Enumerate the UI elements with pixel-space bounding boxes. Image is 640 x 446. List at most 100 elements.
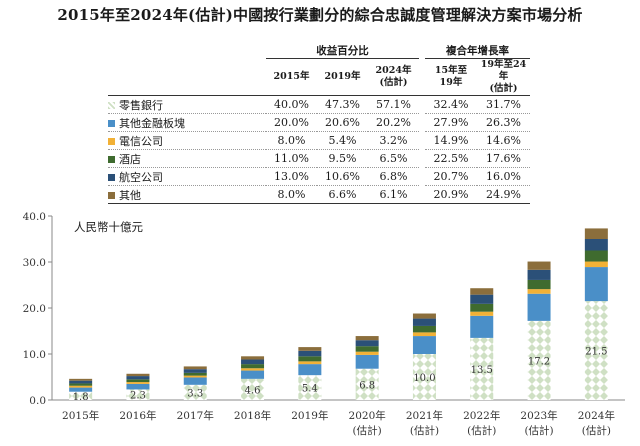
table-row-retail-banking: 零售銀行 40.0% 47.3% 57.1% 32.4% 31.7% <box>108 95 530 114</box>
bar-segment-others <box>527 261 551 270</box>
row-label-text: 電信公司 <box>119 134 163 148</box>
legend-swatch-others <box>108 191 115 199</box>
bar-segment-retail-banking <box>412 354 436 400</box>
table-cell: 13.0% <box>266 167 317 186</box>
bar-segment-other-financial <box>584 267 608 302</box>
row-label-text: 酒店 <box>119 152 141 166</box>
table-cell: 20.0% <box>266 113 317 132</box>
x-tick-label: 2024年 <box>578 409 615 422</box>
table-cell: 47.3% <box>317 95 368 114</box>
x-tick-label: 2019年 <box>291 409 328 422</box>
table-row-airline: 航空公司 13.0% 10.6% 6.8% 20.7% 16.0% <box>108 167 530 186</box>
bar-segment-others <box>412 313 436 319</box>
bar-segment-others <box>355 336 379 341</box>
bar-segment-others <box>241 356 265 360</box>
group-header-cagr: 複合年增長率 <box>425 42 530 59</box>
table-cell: 17.6% <box>477 149 530 168</box>
row-label: 其他 <box>108 185 266 204</box>
table-row-hotel: 酒店 11.0% 9.5% 6.5% 22.5% 17.6% <box>108 149 530 168</box>
bar-segment-airline <box>584 239 608 251</box>
bar-segment-hotel <box>183 372 207 376</box>
table-cell: 6.5% <box>368 149 419 168</box>
bar-value-label: 3.3 <box>187 388 203 399</box>
table-cell: 20.2% <box>368 113 419 132</box>
bar-segment-airline <box>126 376 150 380</box>
bar-segment-hotel <box>355 346 379 352</box>
bar-segment-retail-banking <box>470 337 494 400</box>
table-cell: 26.3% <box>477 113 530 132</box>
bar-value-label: 5.4 <box>302 384 318 395</box>
bar-segment-other-financial <box>126 383 150 390</box>
bar-segment-telecom <box>470 311 494 316</box>
bar-segment-telecom <box>126 382 150 384</box>
bar-segment-others <box>69 378 93 381</box>
bar-segment-other-financial <box>183 377 207 385</box>
bar-segment-hotel <box>584 250 608 262</box>
table-cell: 8.0% <box>266 185 317 204</box>
row-label: 零售銀行 <box>108 95 266 114</box>
bar-segment-other-financial <box>412 336 436 354</box>
y-unit-label: 人民幣十億元 <box>74 220 143 234</box>
table-body: 零售銀行 40.0% 47.3% 57.1% 32.4% 31.7% 其他金融板塊 20.0%… <box>108 95 530 204</box>
table-cell: 31.7% <box>477 95 530 114</box>
bar-segment-other-financial <box>298 364 322 376</box>
bar-value-label: 17.2 <box>528 356 550 367</box>
table-cell: 24.9% <box>477 185 530 204</box>
table-cell: 20.9% <box>425 185 477 204</box>
table-row-other-financial: 其他金融板塊 20.0% 20.6% 20.2% 27.9% 26.3% <box>108 113 530 132</box>
table-cell: 8.0% <box>266 131 317 150</box>
bar-segment-others <box>126 373 150 377</box>
table-cell: 57.1% <box>368 95 419 114</box>
table-cell: 6.8% <box>368 167 419 186</box>
row-label-text: 零售銀行 <box>119 98 163 112</box>
bar-segment-hotel <box>241 364 265 369</box>
bar-segment-retail-banking <box>527 320 551 400</box>
row-label-text: 航空公司 <box>119 170 163 184</box>
y-tick-label: 0.0 <box>29 395 46 407</box>
col-header-2024e: 2024年 (估計) <box>368 58 419 96</box>
bar-segment-retail-banking <box>355 368 379 400</box>
table-cell: 16.0% <box>477 167 530 186</box>
table-cell: 32.4% <box>425 95 477 114</box>
bar-segment-others <box>183 366 207 370</box>
table-cell: 22.5% <box>425 149 477 168</box>
table-cell: 11.0% <box>266 149 317 168</box>
bar-value-label: 13.5 <box>471 365 493 376</box>
bar-segment-airline <box>470 294 494 304</box>
bar-segment-retail-banking <box>183 384 207 400</box>
bar-segment-telecom <box>183 375 207 378</box>
bar-segment-others <box>584 228 608 239</box>
table-row-others: 其他 8.0% 6.6% 6.1% 20.9% 24.9% <box>108 185 530 204</box>
y-tick-label: 20.0 <box>23 303 46 315</box>
bar-segment-retail-banking <box>584 301 608 400</box>
row-label-text: 其他金融板塊 <box>119 116 185 130</box>
table-group-header-row: 收益百分比 複合年增長率 <box>108 42 530 59</box>
bar-value-label: 21.5 <box>585 347 607 358</box>
bar-segment-other-financial <box>69 387 93 392</box>
x-tick-label: 2018年 <box>234 409 271 422</box>
x-tick-sublabel: (估計) <box>467 424 496 437</box>
x-tick-label: 2020年 <box>349 409 386 422</box>
bar-segment-hotel <box>470 303 494 312</box>
col-header-cagr-19-24e: 19年至24年 (估計) <box>477 58 530 96</box>
page-title: 2015年至2024年(估計)中國按行業劃分的綜合忠誠度管理解決方案市場分析 <box>57 6 583 24</box>
x-tick-sublabel: (估計) <box>353 424 382 437</box>
legend-swatch-airline <box>108 173 115 181</box>
bar-segment-airline <box>412 318 436 326</box>
bar-segment-retail-banking <box>241 378 265 400</box>
x-tick-label: 2023年 <box>520 409 557 422</box>
bar-segment-airline <box>355 340 379 347</box>
x-tick-label: 2016年 <box>119 409 156 422</box>
table-cell: 9.5% <box>317 149 368 168</box>
bar-value-label: 10.0 <box>413 373 435 384</box>
bar-segment-hotel <box>412 325 436 333</box>
col-header-2015: 2015年 <box>266 58 317 96</box>
bar-segment-others <box>298 347 322 351</box>
bar-value-label: 4.6 <box>245 385 261 396</box>
bar-value-label: 2.3 <box>130 391 146 402</box>
y-tick-label: 10.0 <box>23 349 46 361</box>
table-cell: 14.9% <box>425 131 477 150</box>
table-cell: 6.1% <box>368 185 419 204</box>
bar-segment-airline <box>527 269 551 280</box>
table-cell: 40.0% <box>266 95 317 114</box>
